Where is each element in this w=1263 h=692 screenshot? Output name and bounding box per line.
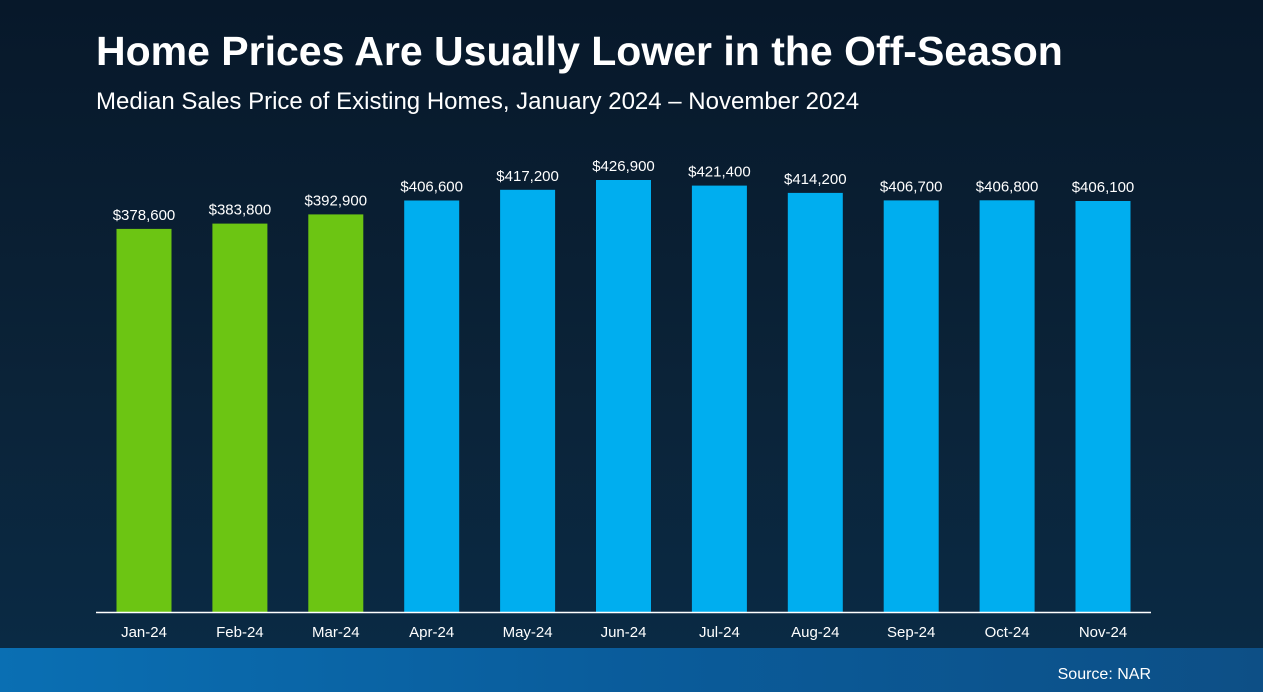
chart-subtitle: Median Sales Price of Existing Homes, Ja… [96, 88, 860, 115]
value-label-oct-24: $406,800 [976, 178, 1039, 195]
value-label-feb-24: $383,800 [209, 202, 272, 219]
x-tick-label-feb-24: Feb-24 [216, 624, 264, 641]
bar-oct-24 [979, 200, 1035, 613]
x-tick-label-oct-24: Oct-24 [985, 624, 1030, 641]
footer-bar: Source: NAR [0, 648, 1263, 692]
value-label-jun-24: $426,900 [592, 158, 655, 175]
x-tick-label-may-24: May-24 [503, 624, 553, 641]
x-tick-labels-group: Jan-24 Feb-24 Mar-24 Apr-24 May-24 Jun-24 Jul-… [121, 624, 1127, 641]
value-label-apr-24: $406,600 [400, 179, 463, 196]
x-tick-label-apr-24: Apr-24 [409, 624, 454, 641]
bar-nov-24 [1075, 201, 1131, 612]
value-label-sep-24: $406,700 [880, 178, 943, 195]
x-tick-label-aug-24: Aug-24 [791, 624, 839, 641]
value-label-may-24: $417,200 [496, 168, 559, 185]
value-label-mar-24: $392,900 [305, 192, 368, 209]
source-note: Source: NAR [1057, 666, 1151, 683]
value-label-jul-24: $421,400 [688, 164, 751, 181]
bar-mar-24 [308, 214, 364, 612]
bar-jul-24 [691, 185, 747, 612]
x-tick-label-jan-24: Jan-24 [121, 624, 167, 641]
x-tick-label-jun-24: Jun-24 [601, 624, 647, 641]
bar-jun-24 [596, 180, 651, 612]
value-label-aug-24: $414,200 [784, 171, 847, 188]
x-tick-label-jul-24: Jul-24 [699, 624, 740, 641]
bar-aug-24 [787, 192, 843, 612]
bar-chart: $378,600 $383,800 $392,900 $406,600 $417,200… [113, 158, 1135, 641]
value-label-nov-24: $406,100 [1072, 179, 1135, 196]
value-label-jan-24: $378,600 [113, 207, 176, 224]
bar-sep-24 [883, 200, 939, 612]
x-tick-label-nov-24: Nov-24 [1079, 624, 1127, 641]
bars-group [116, 180, 1131, 613]
x-tick-label-sep-24: Sep-24 [887, 624, 935, 641]
value-labels-group: $378,600 $383,800 $392,900 $406,600 $417,200… [113, 158, 1135, 224]
chart-title: Home Prices Are Usually Lower in the Off… [96, 28, 1063, 74]
bar-jan-24 [116, 228, 172, 612]
x-tick-label-mar-24: Mar-24 [312, 624, 360, 641]
bar-apr-24 [404, 200, 460, 612]
bar-feb-24 [212, 223, 268, 612]
bar-may-24 [500, 189, 556, 613]
